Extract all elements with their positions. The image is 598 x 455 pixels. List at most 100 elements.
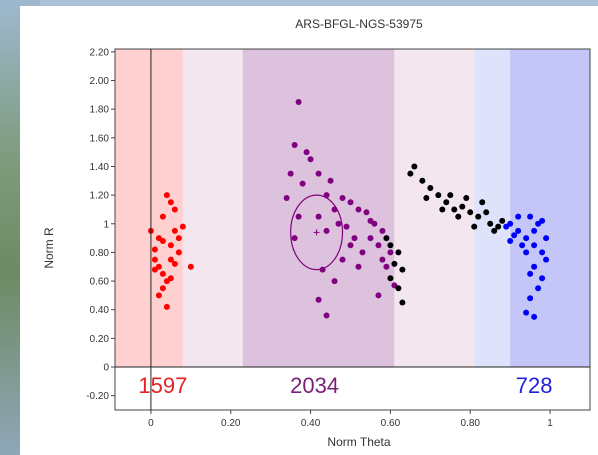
data-point-series-3 — [531, 227, 538, 234]
data-point-series-2 — [395, 249, 402, 256]
data-point-series-1 — [375, 292, 382, 299]
data-point-series-1 — [331, 278, 338, 285]
data-point-series-0 — [151, 266, 158, 273]
x-axis-label: Norm Theta — [327, 435, 390, 449]
data-point-series-1 — [315, 213, 322, 220]
data-point-series-3 — [511, 232, 518, 239]
data-point-series-1 — [295, 213, 302, 220]
y-tick-label: 0.60 — [90, 277, 110, 288]
data-point-series-2 — [407, 170, 414, 177]
scatter-plot: 0 0.20 0.40 0.60 0.80 1 -0.20 0 0.20 0.40 0.60 0.80… — [42, 17, 591, 449]
data-point-series-2 — [399, 266, 406, 273]
x-tick-label: 0.80 — [461, 418, 481, 429]
data-point-series-3 — [539, 275, 546, 282]
cluster-count-label: 728 — [516, 373, 553, 398]
cluster-count-label: 2034 — [290, 373, 339, 398]
data-point-series-3 — [523, 249, 530, 256]
data-point-series-2 — [447, 192, 454, 199]
data-point-series-3 — [531, 242, 538, 249]
y-tick-label: -0.20 — [86, 391, 109, 402]
data-point-series-1 — [347, 242, 354, 249]
data-point-series-1 — [307, 156, 314, 163]
data-point-series-2 — [479, 199, 486, 206]
data-point-series-1 — [319, 266, 326, 273]
data-point-series-3 — [531, 263, 538, 270]
data-point-series-1 — [375, 242, 382, 249]
tick-labels: 0 0.20 0.40 0.60 0.80 1 -0.20 0 0.20 0.40 0.60 0.80… — [86, 47, 553, 429]
y-tick-label: 0.80 — [90, 248, 110, 259]
data-point-series-1 — [383, 263, 390, 270]
data-point-series-1 — [323, 192, 330, 199]
data-point-series-1 — [387, 249, 394, 256]
cluster-ellipse — [290, 194, 344, 271]
y-tick-label: 0.20 — [90, 334, 110, 345]
data-point-series-3 — [531, 313, 538, 320]
data-point-series-1 — [299, 180, 306, 187]
data-point-series-0 — [171, 260, 178, 267]
data-point-series-1 — [351, 235, 358, 242]
data-point-series-0 — [179, 223, 186, 230]
axes — [114, 48, 591, 411]
cluster-region-1 — [182, 49, 243, 368]
y-tick-label: 1.20 — [90, 191, 110, 202]
data-point-series-0 — [151, 246, 158, 253]
data-point-series-2 — [399, 299, 406, 306]
y-tick-label: 2.00 — [90, 76, 110, 87]
data-point-series-2 — [411, 163, 418, 170]
data-point-series-2 — [395, 285, 402, 292]
data-point-series-2 — [471, 223, 478, 230]
data-point-series-0 — [163, 278, 170, 285]
y-tick-label: 1.80 — [90, 105, 110, 116]
data-point-series-1 — [335, 220, 342, 227]
data-point-series-2 — [387, 275, 394, 282]
y-tick-label: 1.40 — [90, 162, 110, 173]
data-point-series-0 — [167, 242, 174, 249]
cluster-counts: 1597 2034 728 — [138, 373, 552, 398]
data-point-series-2 — [467, 209, 474, 216]
data-point-series-1 — [379, 256, 386, 263]
data-point-series-1 — [327, 177, 334, 184]
data-point-series-1 — [287, 170, 294, 177]
data-point-series-3 — [519, 242, 526, 249]
data-point-series-0 — [175, 249, 182, 256]
y-axis-label: Norm R — [42, 227, 56, 269]
data-point-series-1 — [339, 194, 346, 201]
x-tick-label: 0.20 — [221, 418, 241, 429]
data-point-series-3 — [515, 227, 522, 234]
data-point-series-1 — [315, 296, 322, 303]
y-tick-label: 0 — [103, 363, 109, 374]
data-point-series-0 — [163, 303, 170, 310]
data-point-series-1 — [339, 256, 346, 263]
data-point-series-0 — [159, 237, 166, 244]
data-point-series-1 — [303, 149, 310, 156]
data-point-series-3 — [527, 295, 534, 302]
data-point-series-1 — [323, 312, 330, 319]
data-point-series-0 — [167, 256, 174, 263]
x-tick-label: 0.60 — [381, 418, 401, 429]
data-point-series-2 — [391, 260, 398, 267]
data-point-series-1 — [291, 235, 298, 242]
data-point-series-1 — [315, 170, 322, 177]
chart-title: ARS-BFGL-NGS-53975 — [295, 17, 423, 31]
data-point-series-2 — [495, 223, 502, 230]
x-tick-label: 0.40 — [301, 418, 321, 429]
data-point-series-3 — [543, 256, 550, 263]
data-point-series-2 — [483, 209, 490, 216]
cluster-region-4 — [474, 49, 511, 368]
data-point-series-0 — [171, 227, 178, 234]
y-tick-label: 1 — [103, 219, 109, 230]
cluster-region-0 — [115, 49, 183, 368]
data-point-series-3 — [527, 213, 534, 220]
x-tick-label: 0 — [148, 418, 154, 429]
data-point-series-3 — [539, 249, 546, 256]
cluster-count-label: 1597 — [138, 373, 187, 398]
data-point-series-3 — [543, 235, 550, 242]
data-point-series-0 — [159, 270, 166, 277]
data-point-series-2 — [487, 220, 494, 227]
data-point-series-3 — [523, 309, 530, 316]
data-point-series-1 — [359, 249, 366, 256]
data-point-series-2 — [463, 194, 470, 201]
data-point-series-2 — [475, 213, 482, 220]
data-point-series-2 — [387, 242, 394, 249]
cluster-region-2 — [242, 49, 395, 368]
